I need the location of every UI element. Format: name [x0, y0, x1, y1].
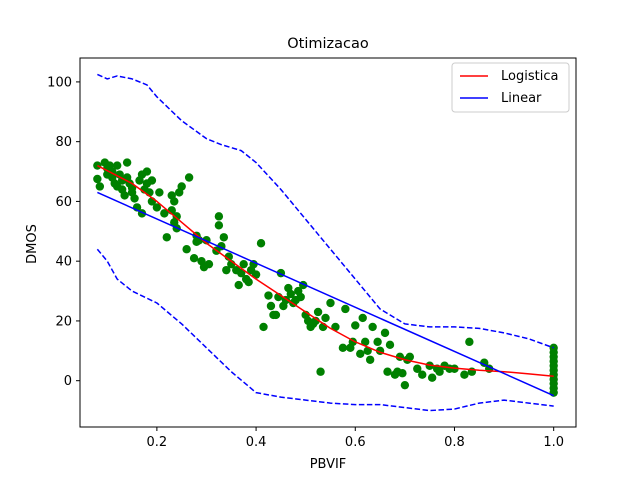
scatter-point	[113, 161, 122, 170]
scatter-point	[214, 221, 224, 230]
scatter-point	[356, 349, 365, 358]
scatter-point	[162, 233, 171, 242]
plot-area	[93, 73, 558, 412]
chart-title: Otimizacao	[287, 36, 369, 52]
scatter-point	[147, 176, 157, 185]
scatter-point	[204, 259, 214, 269]
scatter-point	[224, 252, 233, 261]
scatter-point	[142, 167, 152, 176]
y-axis-label: DMOS	[25, 224, 40, 264]
legend-label-linear: Linear	[501, 91, 542, 106]
tick-group: 0.2 0.4 0.6 0.8 1.0 0 20 40 60 80 100	[47, 75, 564, 450]
scatter-point	[326, 298, 335, 308]
scatter-point	[93, 174, 102, 184]
scatter-point	[380, 328, 390, 338]
scatter-point	[170, 197, 179, 206]
linear-fit-line	[97, 191, 554, 397]
x-tick-label: 0.8	[444, 435, 465, 450]
scatter-point	[311, 316, 320, 326]
scatter-point	[331, 322, 340, 332]
scatter-point	[130, 194, 139, 203]
plot-inner	[93, 73, 558, 412]
scatter-point	[244, 277, 253, 287]
y-tick-label: 100	[47, 75, 72, 90]
scatter-point	[313, 307, 323, 317]
scatter-point	[189, 253, 199, 263]
y-tick-label: 0	[64, 374, 72, 389]
scatter-point	[155, 188, 164, 197]
scatter-point	[182, 245, 191, 254]
scatter-point	[361, 337, 370, 347]
scatter-point	[383, 367, 392, 376]
x-tick-label: 1.0	[543, 435, 564, 450]
legend: Logistica Linear	[451, 62, 570, 113]
x-tick-label: 0.4	[246, 435, 267, 450]
scatter-point	[460, 370, 469, 379]
scatter-point	[351, 321, 360, 330]
scatter-point	[256, 239, 266, 248]
scatter-point	[373, 337, 382, 347]
y-tick-label: 60	[55, 195, 72, 210]
scatter-point	[296, 292, 305, 302]
scatter-point	[465, 337, 474, 347]
scatter-point	[219, 233, 229, 242]
scatter-point	[413, 364, 422, 373]
scatter-point	[271, 310, 281, 320]
scatter-point	[234, 280, 243, 290]
scatter-point	[385, 340, 395, 350]
scatter-point	[338, 343, 348, 353]
scatter-point	[418, 370, 427, 379]
scatter-point	[264, 291, 273, 300]
scatter-point	[435, 367, 444, 376]
scatter-point	[400, 380, 410, 390]
scatter-point	[259, 322, 268, 332]
scatter-point	[222, 265, 231, 275]
scatter-point	[214, 212, 224, 221]
scatter-point	[286, 289, 295, 299]
scatter-point	[266, 301, 276, 311]
scatter-point	[160, 209, 169, 218]
x-tick-label: 0.6	[345, 435, 366, 450]
scatter-point	[239, 259, 248, 269]
scatter-point	[249, 259, 258, 269]
y-tick-label: 80	[55, 135, 72, 150]
scatter-point	[152, 203, 162, 212]
scatter-point	[120, 191, 129, 200]
scatter-point	[95, 182, 105, 191]
scatter-point	[341, 304, 350, 314]
lower-bound-dashed	[96, 248, 554, 412]
scatter-point	[316, 367, 325, 376]
y-tick-label: 20	[55, 314, 72, 329]
x-tick-label: 0.2	[147, 435, 168, 450]
logistic-curve	[97, 164, 554, 377]
scatter-point	[237, 268, 246, 278]
scatter-point	[365, 355, 375, 364]
axes-frame	[79, 57, 577, 428]
scatter-point	[368, 322, 377, 332]
scatter-point	[321, 313, 330, 323]
scatter-point	[122, 158, 132, 167]
scatter-point	[177, 182, 186, 191]
scatter-point	[172, 212, 181, 221]
scatter-point	[184, 173, 194, 182]
axes-border	[79, 57, 577, 428]
legend-label-logistica: Logistica	[501, 69, 558, 84]
scatter-point	[405, 352, 415, 361]
upper-bound-dashed	[97, 73, 554, 349]
y-tick-label: 40	[55, 255, 72, 270]
scatter-point	[358, 313, 367, 323]
x-axis-label: PBVIF	[310, 457, 347, 472]
scatter-point	[427, 373, 437, 382]
scatter-point	[398, 369, 407, 378]
